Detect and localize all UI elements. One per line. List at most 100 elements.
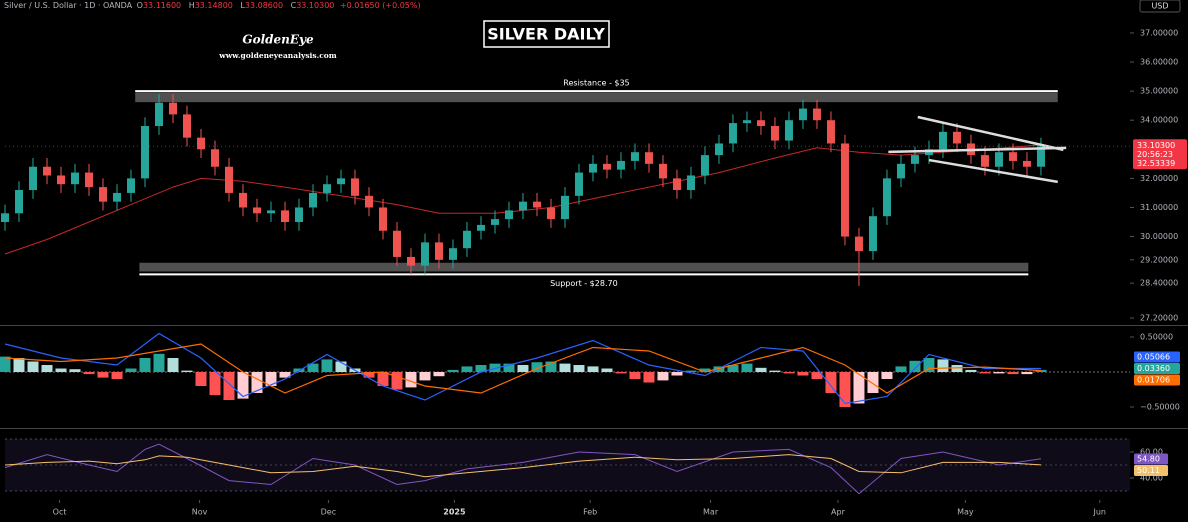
candle-body (910, 155, 919, 164)
last-value-box (1134, 374, 1180, 386)
candle-body (896, 163, 905, 179)
histogram-bar (601, 368, 613, 373)
logo: GoldenEye (242, 33, 314, 47)
candle-body (742, 120, 751, 124)
candle-body (504, 210, 513, 220)
histogram-bar (111, 372, 123, 380)
countdown: 20:56:23 (1137, 150, 1173, 159)
candle-body (532, 201, 541, 208)
y-tick-label: 60.00 (1140, 447, 1163, 456)
histogram-bar (825, 372, 837, 394)
histogram-bar (223, 372, 235, 401)
y-tick-label: 37.00000 (1140, 28, 1178, 37)
histogram-bar (153, 353, 165, 373)
candle-body (728, 123, 737, 144)
candle-body (686, 175, 695, 191)
signal-line (4, 343, 1042, 394)
chart-title: SILVER DAILY (487, 25, 605, 44)
candle-body (770, 126, 779, 141)
macd-line (4, 332, 1041, 405)
y-tick-label: 32.00000 (1140, 174, 1178, 183)
histogram-bar (125, 368, 137, 373)
histogram-bar (993, 372, 1005, 374)
histogram-bar (937, 359, 949, 373)
y-tick-label: 29.20000 (1140, 255, 1178, 264)
y-tick-label: 40.00 (1140, 474, 1163, 483)
candle-body (1008, 152, 1017, 161)
candle-body (280, 210, 289, 223)
histogram-bar (405, 372, 417, 388)
candle-body (224, 166, 233, 193)
histogram-bar (195, 372, 207, 387)
last-value-box (1134, 465, 1168, 476)
candle-body (112, 192, 121, 202)
y-tick-label: 36.00000 (1140, 58, 1178, 67)
x-tick-label: Nov (192, 508, 208, 517)
histogram-bar (783, 372, 795, 374)
candle-body (854, 236, 863, 252)
histogram-bar (909, 360, 921, 373)
histogram-bar (209, 372, 221, 396)
candle-body (616, 160, 625, 170)
previous-price: 32.53339 (1137, 159, 1175, 168)
y-tick-label: 28.40000 (1140, 279, 1178, 288)
histogram-bar (559, 363, 571, 373)
zone-label: Support - $28.70 (550, 279, 618, 288)
y-tick-label: 0.50000 (1140, 333, 1173, 342)
last-price: 33.10300 (1137, 141, 1175, 150)
ohlc-key: C (290, 1, 297, 10)
candle-body (140, 126, 149, 179)
x-tick-label: Apr (831, 508, 846, 517)
y-tick-label: 31.00000 (1140, 203, 1178, 212)
last-value: 50.11 (1137, 466, 1160, 475)
candle-body (644, 152, 653, 164)
histogram-bar (657, 372, 669, 381)
histogram-bar (629, 372, 641, 380)
candle-body (182, 114, 191, 138)
candle-body (798, 108, 807, 121)
zone-band (139, 262, 1029, 272)
histogram-bar (503, 363, 515, 373)
histogram-bar (853, 372, 865, 404)
histogram-bar (727, 365, 739, 373)
candle-body (238, 192, 247, 208)
histogram-bar (839, 372, 851, 408)
candle-body (42, 166, 51, 176)
candle-body (252, 207, 261, 214)
histogram-bar (335, 361, 347, 373)
histogram-bar (517, 365, 529, 373)
candle-body (1022, 160, 1031, 167)
x-tick-label: Mar (703, 508, 719, 517)
candle-body (1, 213, 9, 223)
histogram-bar (951, 365, 963, 373)
histogram-bar (27, 361, 39, 373)
candle-body (308, 192, 317, 208)
x-tick-label: May (957, 508, 974, 517)
candle-body (700, 155, 709, 176)
histogram-bar (545, 361, 557, 373)
histogram-bar (237, 372, 249, 399)
candle-body (448, 248, 457, 260)
histogram-bar (461, 366, 473, 373)
histogram-bar (643, 372, 655, 383)
last-value-box (1134, 351, 1180, 363)
x-tick-label: Jun (1093, 508, 1107, 517)
histogram-bar (363, 372, 375, 378)
candle-body (420, 242, 429, 266)
candle-body (322, 184, 331, 193)
histogram-bar (811, 372, 823, 380)
candle-body (154, 102, 163, 127)
y-tick-label: 34.00000 (1140, 116, 1178, 125)
histogram-bar (279, 372, 291, 378)
histogram-bar (97, 372, 109, 378)
histogram-bar (713, 366, 725, 373)
trendline (888, 146, 1067, 154)
zone-label: Resistance - $35 (563, 79, 629, 88)
candle-body (294, 207, 303, 223)
histogram-bar (867, 372, 879, 394)
histogram-bar (489, 363, 501, 373)
histogram-bar (251, 372, 263, 394)
candle-body (490, 219, 499, 225)
histogram-bar (587, 366, 599, 373)
